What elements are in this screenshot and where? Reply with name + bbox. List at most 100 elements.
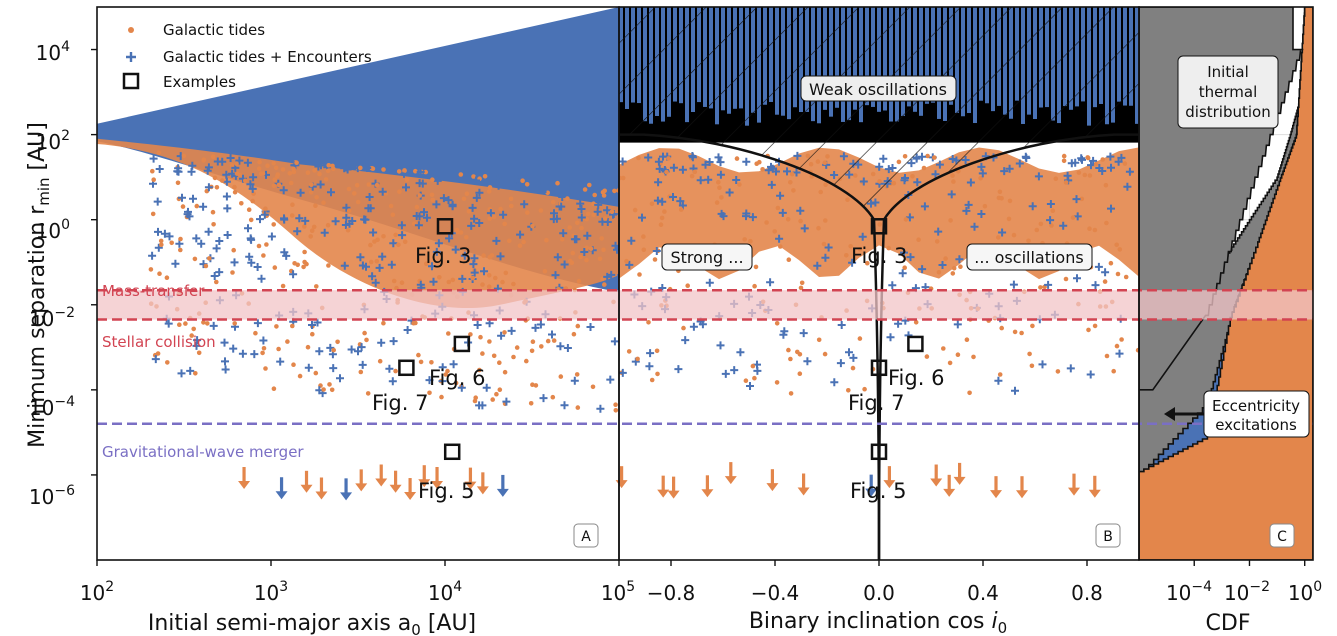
data-point-tides: [314, 284, 319, 289]
eccentricity-box: Eccentricity excitations: [1164, 390, 1310, 438]
data-point-encounters: [1073, 274, 1081, 283]
data-point-encounters: [473, 321, 482, 329]
data-point-encounters: [472, 193, 481, 202]
data-point-tides: [857, 336, 863, 341]
data-point-encounters: [1059, 221, 1068, 230]
data-point-tides: [795, 349, 800, 355]
data-point-encounters: [906, 253, 915, 262]
fig7-label-a: Fig. 7: [372, 391, 428, 415]
data-point-encounters: [531, 323, 540, 332]
x-tick-labels-c: 10−4 10−2 100: [1166, 579, 1322, 605]
data-point-tides: [329, 387, 335, 393]
data-point-tides: [297, 373, 303, 379]
data-point-encounters: [586, 323, 595, 331]
data-point-encounters: [570, 376, 579, 385]
x-tick-labels-a: 102 103 104 105: [80, 579, 635, 605]
example-square: [436, 218, 454, 235]
data-point-tides: [1063, 276, 1069, 282]
data-point-tides: [539, 344, 544, 349]
data-point-tides: [1085, 155, 1091, 161]
data-point-tides: [655, 371, 660, 377]
data-point-encounters: [1005, 164, 1014, 173]
data-point-tides: [943, 256, 948, 261]
data-point-tides: [430, 177, 435, 182]
example-square: [453, 335, 471, 353]
data-point-tides: [464, 235, 469, 240]
data-point-encounters: [1123, 182, 1132, 191]
data-point-tides: [1055, 369, 1061, 374]
upper-limit-arrowhead: [340, 492, 353, 501]
data-point-encounters: [439, 194, 448, 203]
data-point-tides: [659, 215, 665, 221]
data-point-tides: [205, 321, 210, 326]
data-point-tides: [950, 173, 955, 178]
data-point-encounters: [496, 252, 505, 261]
data-point-encounters: [222, 177, 231, 186]
data-point-tides: [263, 206, 268, 211]
data-point-encounters: [653, 196, 662, 205]
data-point-tides: [446, 331, 451, 336]
data-point-encounters: [223, 231, 232, 239]
data-point-encounters: [428, 262, 436, 271]
data-point-encounters: [655, 164, 664, 173]
data-point-encounters: [1098, 167, 1107, 175]
data-point-encounters: [416, 168, 425, 176]
data-point-tides: [280, 167, 286, 172]
data-point-tides: [511, 281, 516, 287]
data-point-encounters: [783, 167, 791, 176]
legend-examples-label: Examples: [163, 73, 236, 91]
data-point-encounters: [412, 212, 421, 220]
data-point-tides: [533, 383, 539, 388]
data-point-tides: [1108, 260, 1114, 266]
data-point-tides: [430, 197, 436, 203]
data-point-encounters: [164, 319, 173, 328]
data-point-tides: [692, 169, 698, 175]
data-point-encounters: [764, 166, 773, 175]
data-point-tides: [207, 256, 212, 261]
data-point-encounters: [742, 157, 751, 166]
data-point-tides: [999, 196, 1004, 201]
data-point-tides: [570, 250, 576, 256]
data-point-encounters: [705, 278, 714, 287]
data-point-tides: [982, 203, 988, 209]
data-point-tides: [641, 247, 647, 253]
data-point-encounters: [938, 261, 947, 269]
data-point-encounters: [652, 247, 661, 255]
x-tick-label: 10−4: [1166, 579, 1212, 605]
data-point-tides: [584, 245, 589, 251]
data-point-tides: [775, 205, 781, 211]
data-point-encounters: [978, 169, 987, 178]
data-point-tides: [229, 163, 235, 168]
data-point-tides: [567, 225, 572, 230]
data-point-tides: [404, 177, 410, 182]
data-point-tides: [646, 320, 651, 325]
data-point-encounters: [449, 360, 458, 369]
data-point-tides: [464, 191, 470, 196]
data-point-tides: [377, 358, 383, 364]
data-point-tides: [292, 261, 297, 266]
example-square: [907, 335, 924, 353]
data-point-tides: [1119, 337, 1124, 342]
y-tick-label: 104: [36, 39, 70, 65]
data-point-encounters: [197, 239, 206, 248]
data-point-encounters: [486, 209, 495, 218]
data-point-tides: [150, 168, 155, 174]
data-point-encounters: [977, 162, 986, 171]
data-point-encounters: [558, 193, 567, 201]
data-point-tides: [936, 270, 942, 275]
data-point-encounters: [313, 318, 322, 327]
data-point-encounters: [1073, 212, 1082, 221]
x-tick-label: 0.8: [1071, 581, 1103, 605]
fig3-label-a: Fig. 3: [415, 244, 471, 268]
data-point-tides: [211, 222, 216, 227]
data-point-tides: [509, 203, 514, 209]
strong-box: Strong ...: [661, 243, 753, 271]
data-point-encounters: [800, 224, 809, 233]
data-point-tides: [276, 182, 282, 188]
data-point-tides: [948, 218, 953, 223]
data-point-tides: [545, 338, 551, 344]
data-point-encounters: [149, 154, 158, 163]
data-point-encounters: [336, 374, 344, 383]
data-point-encounters: [627, 236, 636, 245]
panel-letter-b: B: [1095, 523, 1121, 548]
